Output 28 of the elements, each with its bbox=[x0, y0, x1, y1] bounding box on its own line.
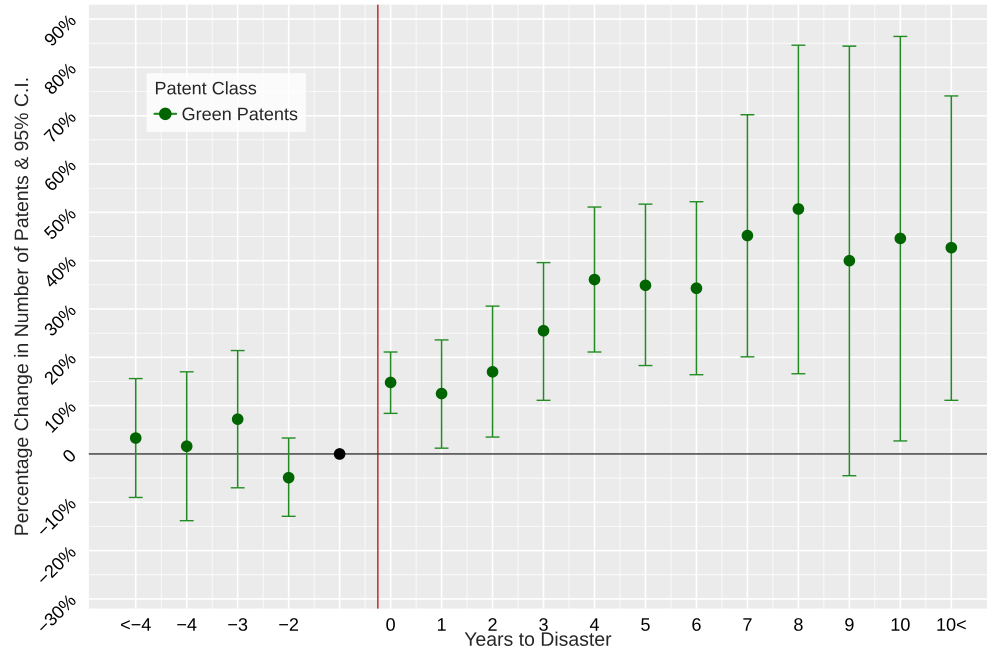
y-tick-label: 80% bbox=[43, 62, 77, 96]
y-tick-label: 60% bbox=[43, 158, 77, 192]
x-tick-label: 1 bbox=[438, 618, 446, 631]
x-tick-label: 10< bbox=[937, 618, 966, 631]
x-tick-label: 10 bbox=[892, 618, 910, 631]
legend-label: Green Patents bbox=[182, 108, 298, 120]
y-tick-label: 30% bbox=[43, 303, 77, 337]
x-tick-label: −2 bbox=[279, 618, 298, 631]
x-tick-label: 4 bbox=[590, 618, 599, 631]
x-tick-label: −4 bbox=[177, 618, 196, 631]
x-tick-label: <−4 bbox=[121, 618, 151, 631]
x-tick-label: 2 bbox=[488, 618, 497, 631]
y-tick-label: 0 bbox=[62, 448, 77, 464]
legend-title: Patent Class bbox=[156, 81, 256, 94]
x-tick-label: 3 bbox=[539, 618, 548, 631]
x-tick-label: 0 bbox=[386, 618, 395, 631]
y-tick-label: 90% bbox=[43, 13, 77, 47]
x-tick-label: 6 bbox=[692, 618, 701, 631]
x-tick-label: 9 bbox=[845, 618, 854, 631]
x-tick-label: 5 bbox=[641, 618, 650, 631]
x-axis-title: Years to Disaster bbox=[464, 632, 612, 646]
x-tick-label: 8 bbox=[794, 618, 803, 631]
x-tick-label: −3 bbox=[228, 618, 248, 631]
y-tick-label: 40% bbox=[42, 254, 77, 289]
y-tick-label: 50% bbox=[43, 206, 77, 240]
y-axis-title: Percentage Change in Number of Patents & 95% C.I. bbox=[14, 78, 32, 535]
x-tick-label: 7 bbox=[743, 618, 752, 631]
y-tick-label: 70% bbox=[43, 110, 77, 144]
